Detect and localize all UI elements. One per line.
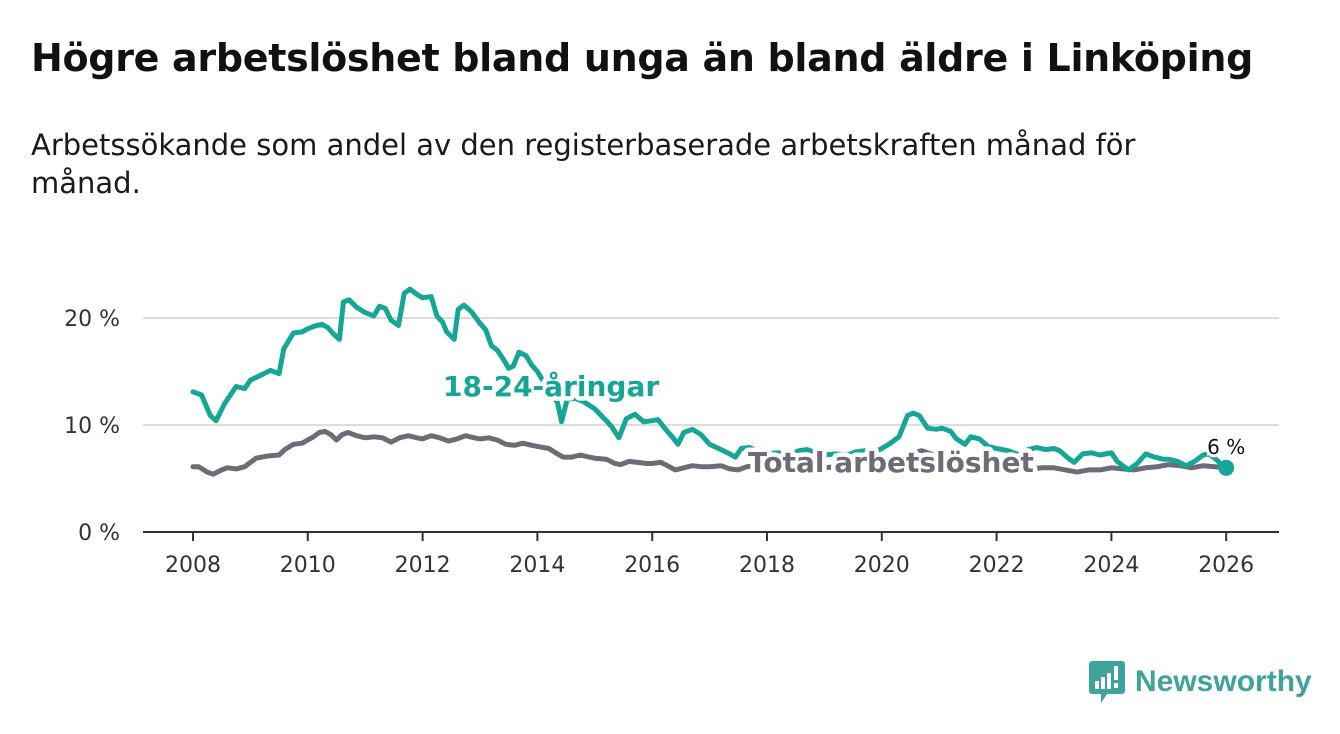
- end-point-marker: [1218, 459, 1235, 476]
- chart-subtitle: Arbetssökande som andel av den registerb…: [31, 128, 1136, 200]
- newsworthy-logo-icon: [1089, 661, 1125, 703]
- newsworthy-logo: Newsworthy: [1089, 661, 1312, 703]
- series-line-total: [190, 428, 1229, 477]
- x-tick-label: 2016: [624, 553, 680, 578]
- series-labels: 18-24-åringar Total arbetslöshet 6 %: [439, 366, 1249, 484]
- x-tick-label: 2014: [509, 553, 565, 578]
- y-tick-label: 10 %: [64, 414, 120, 439]
- end-value-label: 6 %: [1207, 435, 1245, 459]
- x-axis: 2008 2010 2012 2014 2016 2018 2020 2022 2024 2026: [143, 531, 1279, 578]
- y-tick-label: 0 %: [78, 521, 120, 546]
- x-tick-label: 2012: [395, 553, 451, 578]
- line-chart: 2008 2010 2012 2014 2016 2018 2020 2022 2024 2026…: [64, 286, 1279, 578]
- grid-lines: [143, 317, 1279, 426]
- y-tick-label: 20 %: [64, 307, 120, 332]
- series-label-total: Total arbetslöshet: [748, 446, 1034, 479]
- series-lines: [190, 286, 1229, 477]
- x-tick-label: 2008: [165, 553, 221, 578]
- series-label-youth: 18-24-åringar: [443, 370, 659, 403]
- series-line-youth: [190, 286, 1229, 473]
- brand-name: Newsworthy: [1135, 665, 1312, 698]
- x-tick-label: 2022: [969, 553, 1025, 578]
- x-tick-label: 2024: [1083, 553, 1139, 578]
- x-tick-label: 2020: [854, 553, 910, 578]
- chart-title: Högre arbetslöshet bland unga än bland ä…: [31, 36, 1253, 80]
- y-axis-labels: 0 % 10 % 20 %: [64, 307, 120, 546]
- x-tick-label: 2026: [1198, 553, 1254, 578]
- x-tick-label: 2018: [739, 553, 795, 578]
- x-tick-label: 2010: [280, 553, 336, 578]
